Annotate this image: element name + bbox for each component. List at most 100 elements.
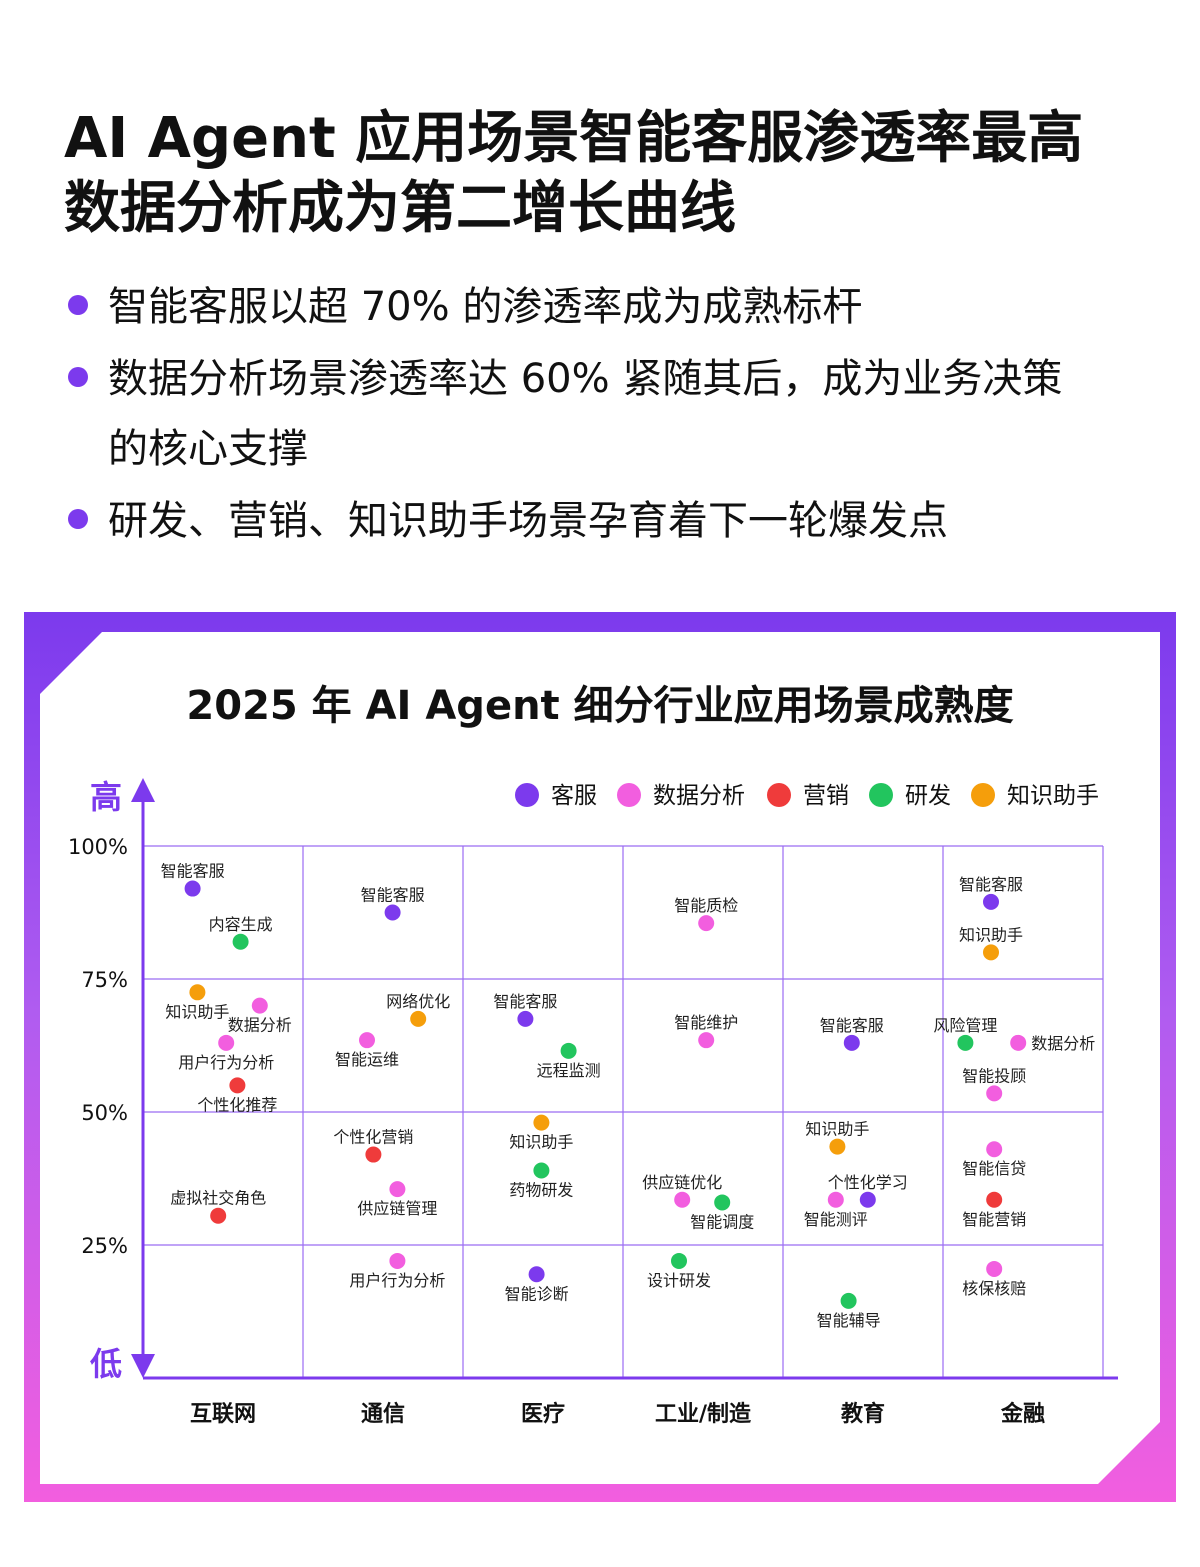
y-tick-label: 25% (81, 1234, 128, 1258)
legend-label: 研发 (905, 783, 951, 809)
headline-line-1: AI Agent 应用场景智能客服渗透率最高 (64, 106, 1084, 171)
data-point (517, 1010, 534, 1027)
y-axis-arrow-up (131, 778, 155, 802)
y-tick-label: 100% (68, 835, 128, 859)
headline: AI Agent 应用场景智能客服渗透率最高 数据分析成为第二增长曲线 (64, 104, 1164, 244)
data-point (232, 933, 249, 950)
data-label: 个性化学习 (828, 1173, 908, 1192)
legend-swatch (767, 783, 791, 807)
data-label: 知识助手 (959, 925, 1023, 944)
data-point (674, 1191, 691, 1208)
data-point (986, 1191, 1003, 1208)
data-point (986, 1085, 1003, 1102)
data-point (827, 1191, 844, 1208)
data-label: 数据分析 (1031, 1034, 1095, 1053)
y-tick-label: 50% (81, 1101, 128, 1125)
data-point (1010, 1034, 1027, 1051)
data-point (560, 1042, 577, 1059)
data-point (389, 1181, 406, 1198)
data-label: 设计研发 (647, 1271, 711, 1290)
data-label: 智能测评 (804, 1210, 868, 1229)
data-label: 远程监测 (537, 1061, 601, 1080)
legend-swatch (617, 783, 641, 807)
y-tick-label: 75% (81, 968, 128, 992)
data-label: 核保核赔 (962, 1279, 1026, 1298)
data-point (983, 893, 999, 910)
data-point (957, 1034, 974, 1051)
bullet-item: 研发、营销、知识助手场景孕育着下一轮爆发点 (64, 486, 1164, 556)
data-point (389, 1252, 406, 1269)
chart-title: 2025 年 AI Agent 细分行业应用场景成熟度 (186, 683, 1014, 729)
data-label: 智能营销 (962, 1210, 1026, 1229)
data-label: 用户行为分析 (178, 1053, 274, 1072)
data-point (671, 1252, 687, 1269)
data-point (533, 1162, 550, 1179)
data-label: 内容生成 (209, 915, 273, 934)
data-label: 智能质检 (674, 896, 738, 915)
data-label: 网络优化 (386, 992, 450, 1011)
y-axis-arrow-down (131, 1354, 155, 1378)
data-label: 智能客服 (959, 875, 1023, 894)
data-point (840, 1292, 857, 1309)
data-label: 供应链优化 (642, 1173, 722, 1192)
data-label: 智能信贷 (962, 1159, 1026, 1178)
data-point (189, 984, 206, 1001)
chart-panel (40, 632, 1160, 1484)
data-label: 智能客服 (161, 862, 225, 881)
bullet-list: 智能客服以超 70% 的渗透率成为成熟标杆 数据分析场景渗透率达 60% 紧随其… (64, 272, 1164, 558)
data-point (384, 904, 401, 921)
data-label: 智能客服 (361, 886, 425, 905)
data-label: 个性化推荐 (197, 1095, 277, 1114)
legend-label: 营销 (803, 783, 849, 809)
data-point (528, 1266, 545, 1283)
x-tick-label: 工业/制造 (655, 1402, 751, 1427)
data-label: 知识助手 (805, 1120, 869, 1139)
data-point (410, 1010, 427, 1027)
legend-swatch (869, 783, 893, 807)
legend-label: 数据分析 (653, 783, 745, 809)
x-tick-label: 教育 (841, 1401, 885, 1427)
data-label: 数据分析 (228, 1016, 292, 1035)
data-label: 智能投顾 (962, 1066, 1026, 1085)
y-high-label: 高 (90, 778, 122, 816)
data-point (698, 1032, 715, 1049)
data-label: 智能维护 (674, 1013, 738, 1032)
data-label: 智能诊断 (505, 1284, 569, 1303)
data-label: 药物研发 (509, 1181, 573, 1200)
data-point (829, 1138, 846, 1155)
chart-frame (24, 612, 1176, 1502)
data-point (859, 1191, 876, 1208)
legend-swatch (515, 783, 539, 807)
data-point (983, 944, 999, 961)
bullet-item-continuation: 的核心支撑 (108, 426, 308, 472)
data-point (986, 1260, 1003, 1277)
x-tick-label: 互联网 (190, 1402, 256, 1427)
data-point (714, 1194, 731, 1211)
data-label: 风险管理 (933, 1016, 997, 1035)
data-label: 智能调度 (690, 1212, 754, 1231)
data-point (184, 880, 201, 897)
data-label: 虚拟社交角色 (170, 1189, 266, 1208)
legend-swatch (971, 783, 995, 807)
data-point (533, 1114, 550, 1131)
data-point (986, 1141, 1003, 1158)
bullet-item: 智能客服以超 70% 的渗透率成为成熟标杆 (64, 272, 1164, 342)
legend-label: 知识助手 (1007, 783, 1099, 809)
x-tick-label: 医疗 (521, 1401, 565, 1427)
data-label: 用户行为分析 (349, 1271, 445, 1290)
data-label: 知识助手 (509, 1133, 573, 1152)
data-label: 智能辅导 (817, 1311, 881, 1330)
data-point (359, 1032, 375, 1049)
bullet-item: 数据分析场景渗透率达 60% 紧随其后，成为业务决策 (64, 344, 1164, 414)
data-point (251, 997, 268, 1014)
headline-line-2: 数据分析成为第二增长曲线 (64, 176, 736, 241)
data-point (365, 1146, 382, 1163)
legend-label: 客服 (551, 783, 597, 809)
data-point (698, 915, 715, 932)
data-label: 供应链管理 (357, 1199, 437, 1218)
data-label: 个性化营销 (333, 1128, 413, 1147)
data-point (210, 1207, 227, 1224)
data-point (229, 1077, 246, 1094)
data-point (843, 1034, 860, 1051)
